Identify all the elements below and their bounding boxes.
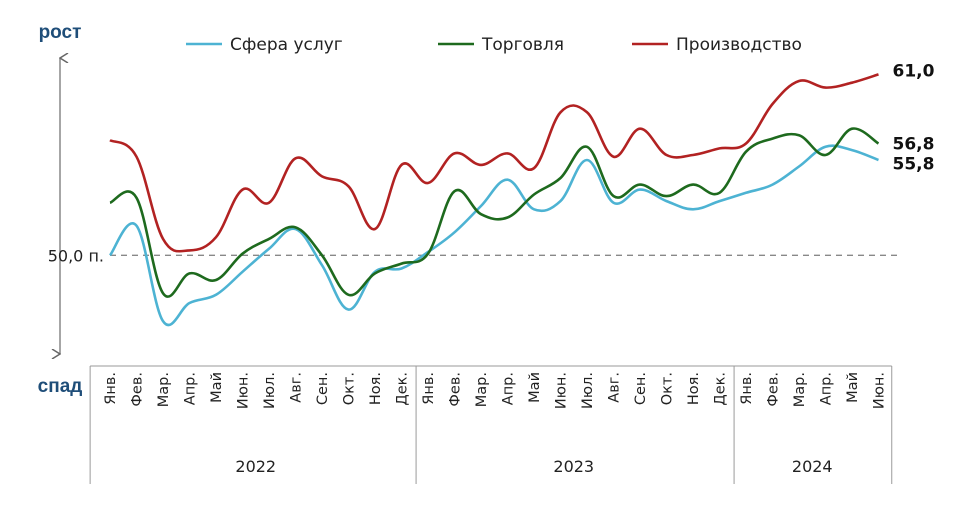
- x-tick-label: Июл.: [262, 372, 278, 409]
- year-label: 2023: [553, 457, 594, 476]
- x-tick-label: Мар.: [474, 372, 490, 407]
- year-label: 2024: [792, 457, 833, 476]
- series-line-trade: [109, 127, 880, 298]
- x-tick-label: Июл.: [580, 372, 596, 409]
- x-tick-label: Апр.: [819, 372, 835, 405]
- x-tick-label: Дек.: [713, 372, 729, 406]
- legend-label-manufacturing: Производство: [676, 35, 802, 55]
- legend-label-trade: Торговля: [481, 35, 564, 55]
- legend-label-services: Сфера услуг: [230, 35, 343, 55]
- x-tick-label: Апр.: [501, 372, 517, 405]
- x-tick-label: Фев.: [766, 372, 782, 407]
- x-tick-label: Май: [527, 372, 543, 403]
- x-tick-label: Авг.: [289, 372, 305, 403]
- end-labels: 61,0 56,8 55,8: [893, 61, 935, 174]
- end-label-trade: 56,8: [893, 135, 935, 155]
- legend: Сфера услуг Торговля Производство: [186, 35, 802, 55]
- x-axis-year-labels: 2022 2023 2024: [235, 457, 832, 476]
- x-tick-label: Авг.: [607, 372, 623, 403]
- end-label-services: 55,8: [893, 155, 935, 175]
- x-tick-label: Июн.: [236, 372, 252, 409]
- x-tick-label: Окт.: [342, 372, 358, 405]
- y-bottom-label: спад: [38, 376, 83, 397]
- x-tick-label: Фев.: [130, 372, 146, 407]
- y-top-label: рост: [39, 22, 82, 43]
- x-tick-label: Дек.: [395, 372, 411, 406]
- x-tick-label: Ноя.: [368, 372, 384, 405]
- series-line-services: [108, 144, 879, 327]
- x-axis-grid: [89, 365, 893, 484]
- x-tick-label: Янв.: [421, 372, 437, 405]
- x-tick-label: Янв.: [739, 372, 755, 405]
- x-axis-tick-labels: Янв. Фев. Мар. Апр. Май Июн. Июл. Авг. Сен. Окт. Н…: [103, 372, 888, 409]
- x-tick-label: Сен.: [315, 372, 331, 405]
- x-tick-label: Окт.: [660, 372, 676, 405]
- series-lines: [108, 73, 880, 327]
- reference-label: 50,0 п.: [48, 246, 104, 265]
- x-tick-label: Май: [845, 372, 861, 403]
- year-label: 2022: [235, 457, 276, 476]
- x-tick-label: Мар.: [792, 372, 808, 407]
- x-tick-label: Фев.: [448, 372, 464, 407]
- series-line-manufacturing: [109, 73, 879, 253]
- x-tick-label: Май: [209, 372, 225, 403]
- x-tick-label: Ноя.: [686, 372, 702, 405]
- x-tick-label: Апр.: [183, 372, 199, 405]
- x-tick-label: Мар.: [156, 372, 172, 407]
- x-tick-label: Янв.: [103, 372, 119, 405]
- x-tick-label: Июн.: [554, 372, 570, 409]
- end-label-manufacturing: 61,0: [893, 61, 935, 81]
- x-tick-label: Сен.: [633, 372, 649, 405]
- x-tick-label: Июн.: [872, 372, 888, 409]
